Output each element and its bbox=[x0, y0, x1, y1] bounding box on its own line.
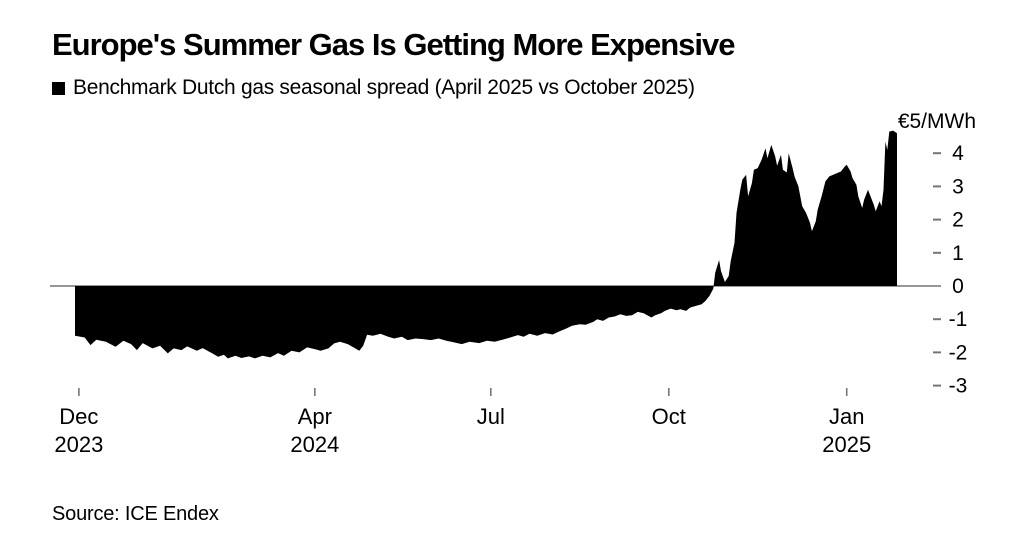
chart-title: Europe's Summer Gas Is Getting More Expe… bbox=[52, 27, 735, 62]
y-tick-label: -2 bbox=[949, 341, 968, 364]
x-tick-label: Apr bbox=[298, 404, 332, 429]
x-tick-label: Dec bbox=[59, 404, 98, 429]
legend-swatch-icon bbox=[52, 81, 65, 95]
y-axis-unit-label: €5/MWh bbox=[898, 110, 976, 133]
x-tick-sublabel: 2024 bbox=[290, 432, 339, 457]
y-tick-label: 1 bbox=[952, 242, 964, 265]
x-tick-label: Jan bbox=[829, 404, 864, 429]
y-tick-label: -1 bbox=[949, 308, 968, 331]
x-tick-sublabel: 2023 bbox=[54, 432, 103, 457]
y-tick-label: -3 bbox=[949, 375, 968, 398]
x-tick-label: Oct bbox=[652, 404, 686, 429]
y-tick-label: 0 bbox=[952, 275, 964, 298]
source-note: Source: ICE Endex bbox=[52, 503, 219, 525]
legend-label: Benchmark Dutch gas seasonal spread (Apr… bbox=[73, 76, 695, 99]
y-tick-label: 3 bbox=[952, 175, 964, 198]
legend: Benchmark Dutch gas seasonal spread (Apr… bbox=[52, 76, 695, 100]
x-tick-label: Jul bbox=[477, 404, 505, 429]
x-tick-sublabel: 2025 bbox=[822, 432, 871, 457]
y-tick-label: 4 bbox=[952, 142, 964, 165]
area-series bbox=[75, 130, 897, 359]
y-tick-label: 2 bbox=[952, 209, 964, 232]
